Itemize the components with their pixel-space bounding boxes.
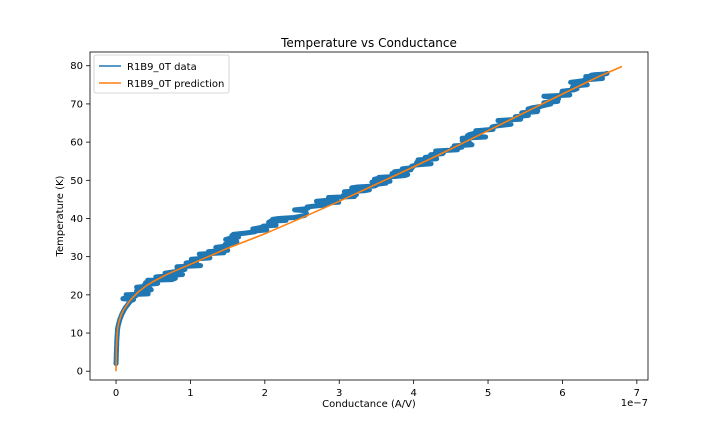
legend-box [93, 54, 230, 94]
x-tick-label: 2 [262, 388, 268, 399]
y-tick-label: 30 [70, 252, 83, 263]
y-ticks: 0 10 20 30 40 50 60 70 80 [70, 61, 90, 378]
x-tick-label: 1 [187, 388, 193, 399]
y-tick-label: 0 [77, 367, 83, 378]
legend: R1B9_0T data R1B9_0T prediction [93, 54, 230, 94]
x-tick-label: 4 [410, 388, 416, 399]
legend-label-prediction: R1B9_0T prediction [127, 79, 224, 90]
y-axis-label: Temperature (K) [55, 175, 66, 257]
x-axis: 0 1 2 3 4 5 6 7 Conductance (A/V) 1e−7 [113, 380, 648, 410]
legend-label-data: R1B9_0T data [127, 62, 197, 73]
series-prediction-line [115, 65, 623, 372]
x-axis-label: Conductance (A/V) [322, 399, 416, 410]
axes-frame [89, 51, 649, 381]
x-axis-offset-text: 1e−7 [621, 398, 648, 409]
series-data-line [113, 70, 610, 367]
y-tick-label: 70 [70, 99, 83, 110]
series-layer [113, 65, 623, 372]
x-tick-label: 6 [559, 388, 565, 399]
title: Temperature vs Conductance [280, 36, 457, 50]
x-tick-label: 0 [113, 388, 119, 399]
x-tick-label: 5 [485, 388, 491, 399]
y-tick-label: 20 [70, 290, 83, 301]
plot-area [89, 51, 649, 381]
x-tick-label: 7 [634, 388, 640, 399]
y-axis: 0 10 20 30 40 50 60 70 80 Temperature (K) [55, 61, 90, 378]
y-tick-label: 10 [70, 329, 83, 340]
x-tick-label: 3 [336, 388, 342, 399]
y-tick-label: 80 [70, 61, 83, 72]
y-tick-label: 50 [70, 176, 83, 187]
y-tick-label: 40 [70, 214, 83, 225]
y-tick-label: 60 [70, 138, 83, 149]
x-ticks: 0 1 2 3 4 5 6 7 [113, 380, 640, 399]
chart-title: Temperature vs Conductance [280, 36, 457, 50]
